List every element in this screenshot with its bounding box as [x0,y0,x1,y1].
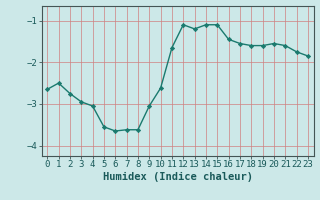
X-axis label: Humidex (Indice chaleur): Humidex (Indice chaleur) [103,172,252,182]
